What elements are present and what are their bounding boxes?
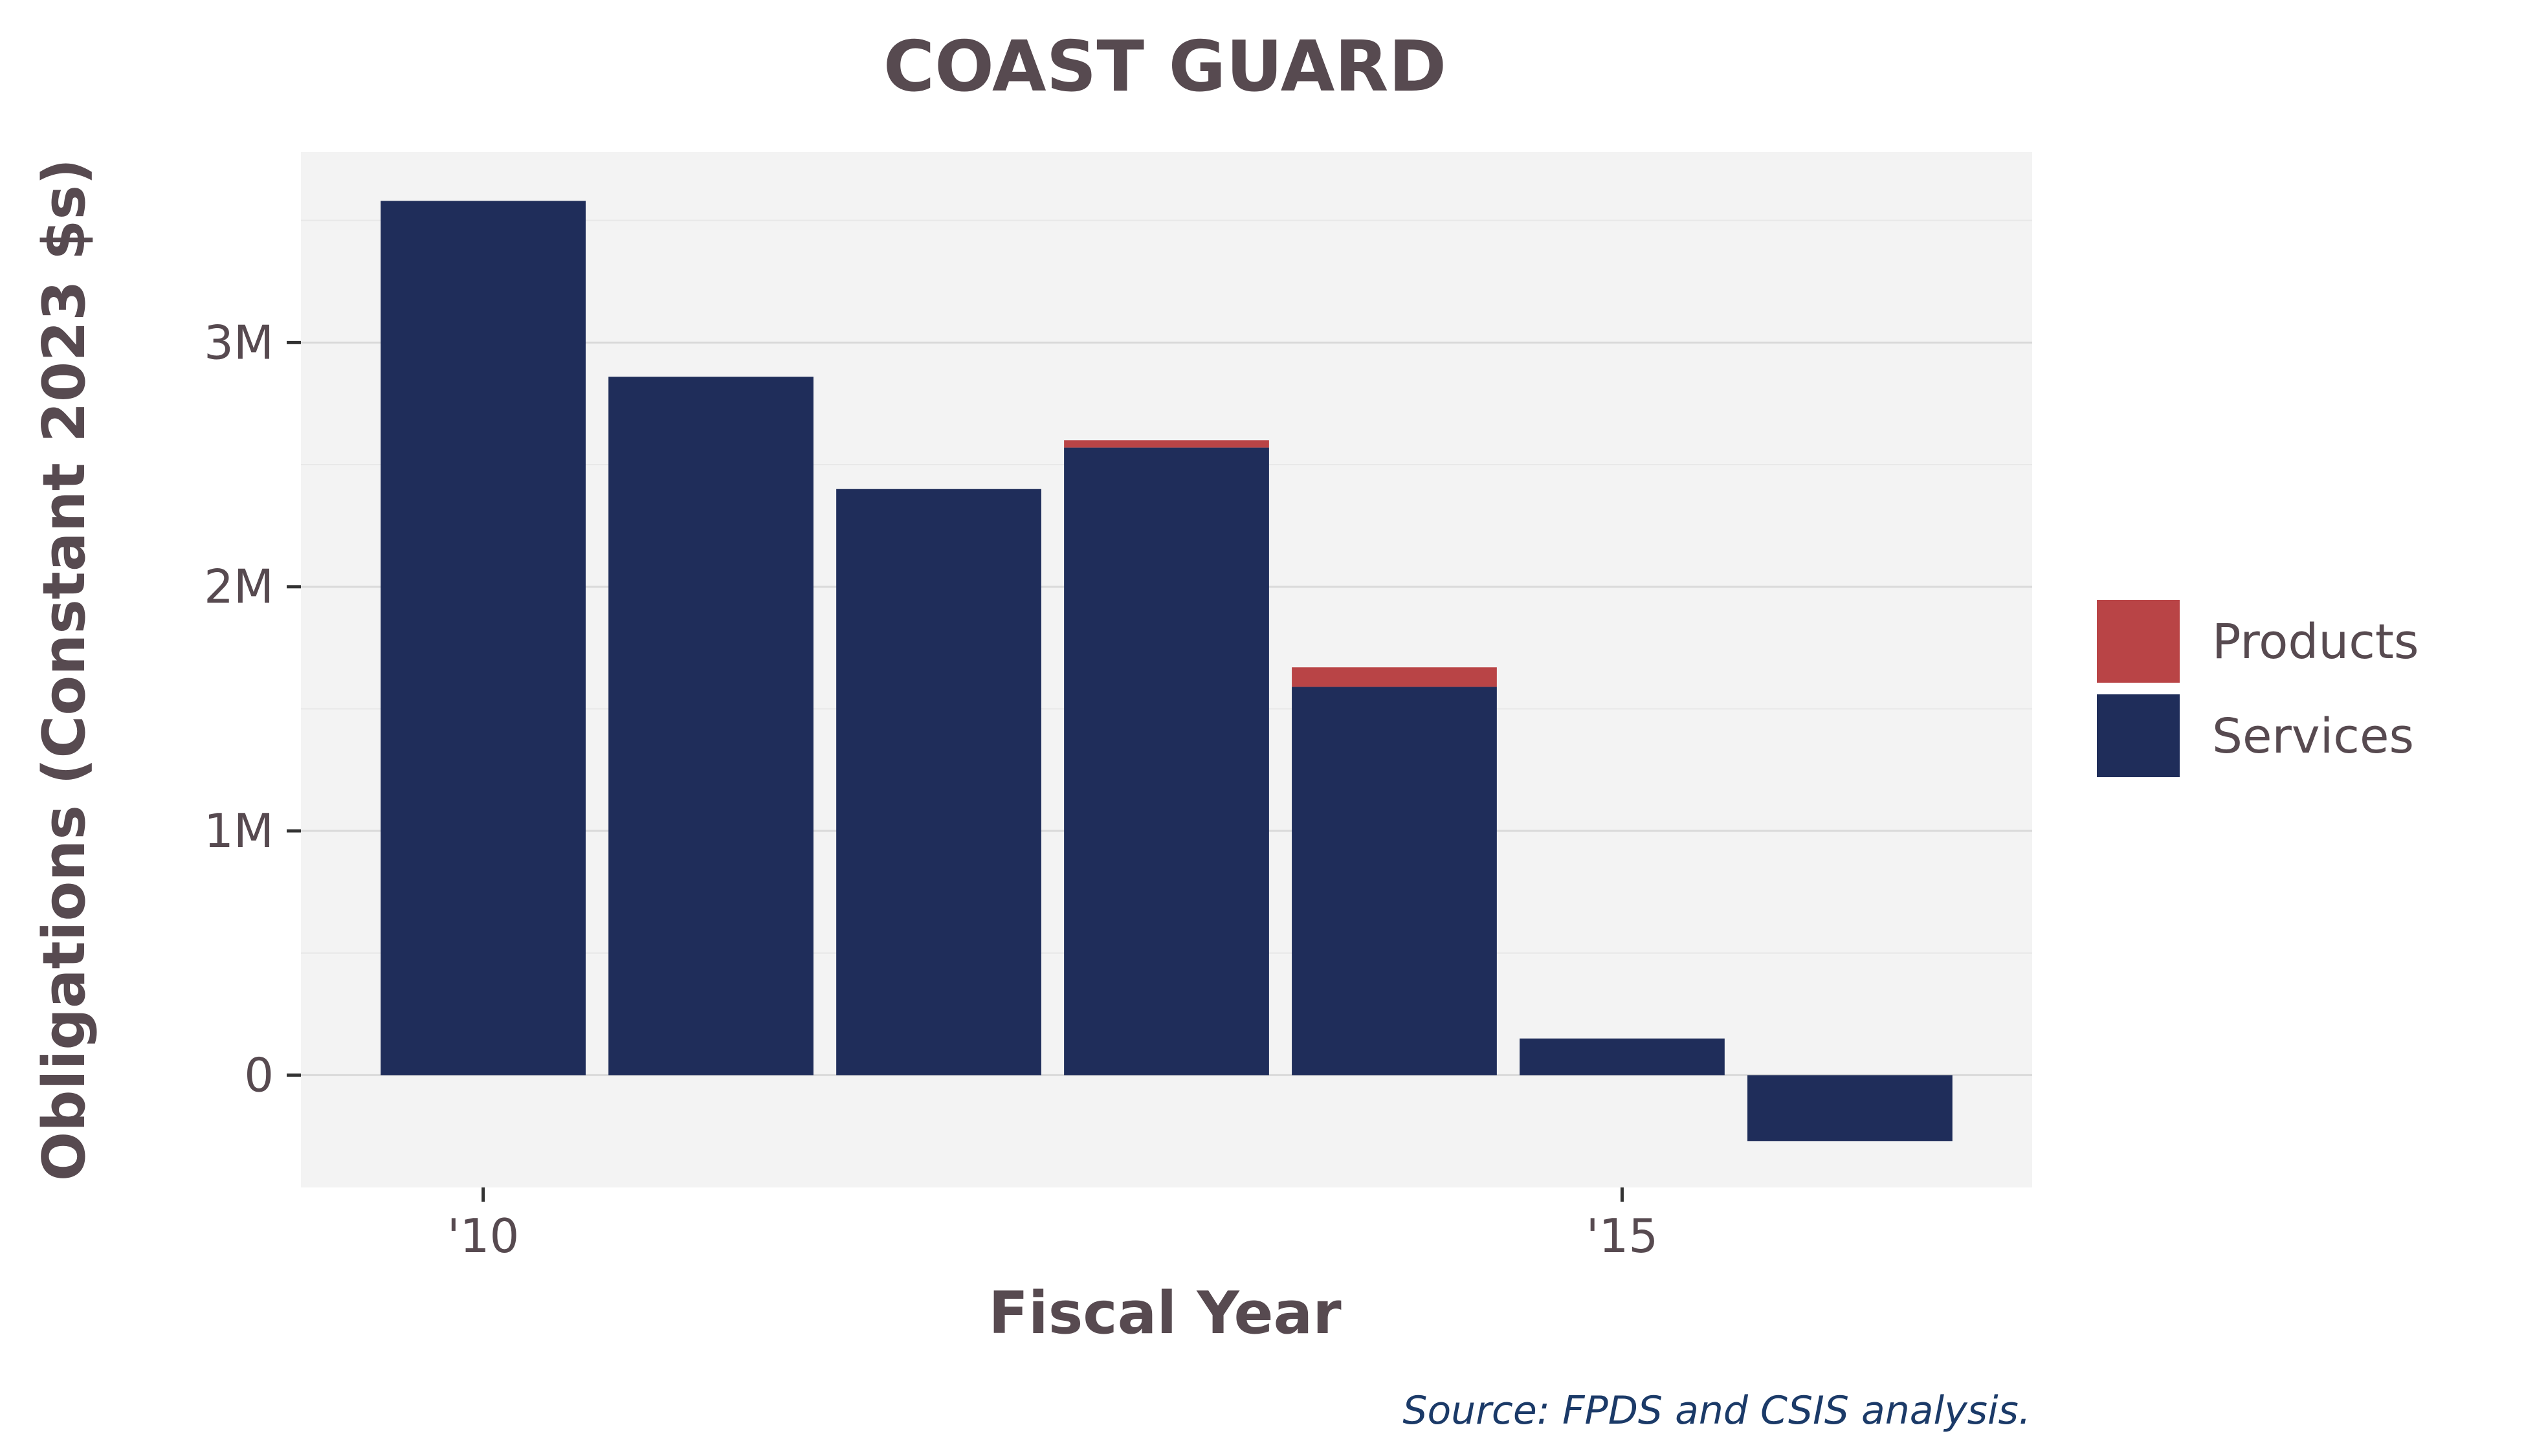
y-axis: 0 1M 2M 3M <box>204 315 301 1102</box>
legend-label-products: Products <box>2212 614 2419 670</box>
bar-services-2014 <box>1292 687 1497 1075</box>
bar-services-2016 <box>1747 1075 1953 1142</box>
x-axis-title: Fiscal Year <box>988 1279 1342 1347</box>
bar-services-2010 <box>381 201 586 1075</box>
legend-label-services: Services <box>2212 709 2414 764</box>
y-tick-label: 0 <box>244 1048 274 1102</box>
y-tick-label: 1M <box>204 804 274 858</box>
bar-services-2012 <box>836 489 1041 1075</box>
chart-title: COAST GUARD <box>883 27 1446 107</box>
bar-services-2015 <box>1520 1038 1725 1075</box>
y-axis-title: Obligations (Constant 2023 $s) <box>30 159 98 1181</box>
legend-key-services <box>2094 692 2182 780</box>
x-tick-label: '10 <box>447 1209 519 1263</box>
y-tick-label: 2M <box>204 560 274 614</box>
source-caption: Source: FPDS and CSIS analysis. <box>1402 1388 2031 1433</box>
bar-products-2014 <box>1292 667 1497 687</box>
legend-key-products <box>2094 597 2182 685</box>
bar-products-2013 <box>1064 440 1269 448</box>
bars <box>381 201 1953 1142</box>
x-tick-label: '15 <box>1586 1209 1658 1263</box>
legend: Products Services <box>2094 597 2419 780</box>
bar-services-2013 <box>1064 447 1269 1075</box>
bar-services-2011 <box>608 377 814 1075</box>
y-tick-label: 3M <box>204 315 274 370</box>
x-axis: '10 '15 <box>447 1187 1658 1263</box>
